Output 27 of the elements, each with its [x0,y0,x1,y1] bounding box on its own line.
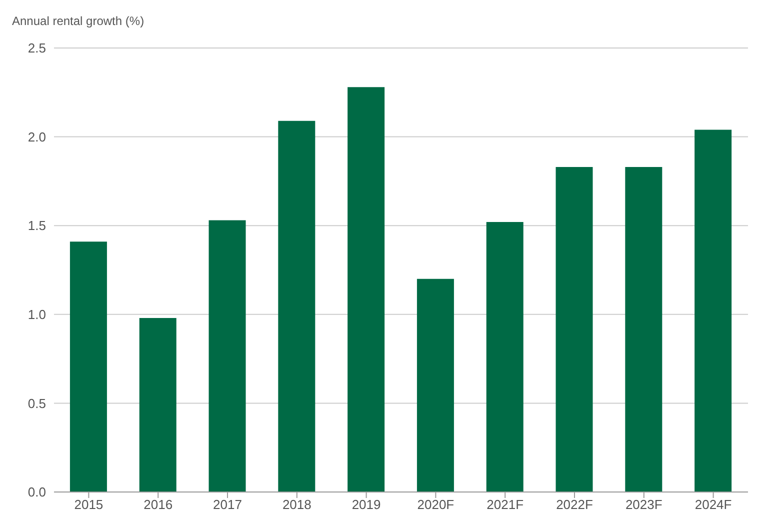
bar [208,220,246,492]
y-tick-label: 0.5 [28,396,46,411]
x-tick-label: 2024F [694,497,732,512]
x-tick-label: 2023F [625,497,662,512]
y-tick-label: 1.0 [28,307,46,322]
y-tick-label: 2.5 [28,40,46,56]
bar [486,222,524,492]
y-tick-label: 1.5 [28,218,46,234]
x-tick-label: 2019 [352,497,381,512]
bar [348,87,385,492]
x-tick-label: 2015 [74,497,104,512]
bar [139,318,176,492]
y-tick-label: 0.0 [28,484,46,500]
bar [556,166,593,492]
x-tick-label: 2017 [213,497,242,512]
x-tick-label: 2022F [556,497,593,512]
y-axis-title: Annual rental growth (%) [12,14,144,28]
bar [625,166,662,492]
x-tick-label: 2020F [417,497,454,512]
y-tick-label: 2.0 [28,129,46,144]
bar [694,130,732,492]
bar [416,278,454,492]
x-tick-label: 2018 [282,497,312,512]
bar [278,120,316,492]
bar [70,242,107,492]
x-tick-label: 2016 [144,497,173,512]
x-tick-label: 2021F [486,497,524,512]
